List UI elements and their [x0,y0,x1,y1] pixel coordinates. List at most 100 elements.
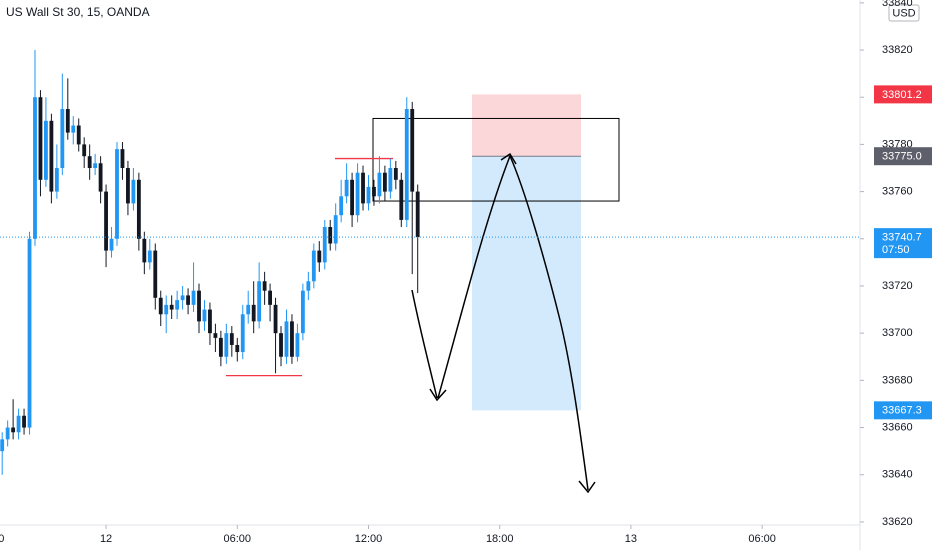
candle-body [120,149,125,168]
candle-body [350,179,355,216]
candle-body [153,250,158,298]
candle-body [377,172,382,197]
x-tick-label: 06:00 [224,533,252,545]
candle-body [333,215,338,244]
drawn-arrow [437,154,589,491]
candle-body [366,186,371,204]
candle-body [16,415,21,433]
candle-body [202,309,207,322]
candle-body [175,300,180,310]
y-tick-label: 33720 [882,280,913,292]
candle-body [87,156,92,168]
candle-body [186,295,190,305]
candle-body [300,290,305,334]
stop-zone [472,94,581,157]
candle-body [404,109,409,220]
candle-body [60,109,65,168]
candle-body [115,149,119,239]
y-tick-label: 33620 [882,516,913,528]
candle-body [251,304,256,322]
price-label: 33775.0 [882,151,922,163]
candle-body [22,415,26,428]
candle-body [339,196,344,216]
candle-body [93,163,98,168]
candle-body [382,172,387,192]
candle-body [147,250,152,263]
candle-body [65,109,70,133]
candle-body [257,281,262,322]
candle-body [82,144,87,157]
candle-body [136,179,141,239]
x-tick-label: 12:00 [355,533,383,545]
candle-body [322,226,327,263]
x-tick-label: 12 [100,533,112,545]
candle-body [268,290,272,305]
candle-body [164,304,169,315]
candle-body [415,191,420,238]
y-tick-label: 33640 [882,469,913,481]
candle-body [311,250,316,282]
candle-body [38,97,43,180]
candle-body [104,191,108,251]
candle-body [213,333,218,338]
candle-body [229,333,234,345]
candle-body [0,439,5,452]
candle-body [142,238,147,263]
candle-body [355,172,360,216]
candle-body [344,179,349,197]
candle-body [180,295,185,301]
candle-body [284,321,289,357]
candle-body [158,297,163,315]
candle-body [76,125,81,145]
candle-body [208,309,212,334]
price-label-box [874,147,932,166]
candle-body [169,304,174,310]
candle-body [372,186,376,197]
target-zone [472,156,581,411]
candle-body [98,163,103,192]
chart-title: US Wall St 30, 15, OANDA [6,5,150,19]
candle-body [109,238,114,251]
y-tick-label: 33700 [882,327,913,339]
drawn-arrow [411,289,438,399]
candle-body [240,314,245,353]
candle-body [218,337,223,357]
x-tick-label: 18:00 [486,533,514,545]
candle-body [361,172,365,204]
price-label-box [874,228,932,259]
candle-body [295,333,300,357]
candle-body [393,168,398,180]
candle-body [328,226,333,244]
y-tick-label: 33840 [882,0,913,9]
price-label: 33740.7 [882,232,922,244]
candle-body [410,109,415,192]
candle-body [5,427,10,440]
price-label: 33667.3 [882,405,922,417]
arrow-head [578,480,596,494]
price-label: 33801.2 [882,89,922,101]
candle-body [54,168,59,192]
candle-body [246,304,251,315]
candle-body [33,97,37,239]
arrow-head [429,388,447,402]
candle-body [126,168,130,204]
candle-body [399,179,404,220]
candle-body [131,179,136,204]
candle-body [235,344,240,353]
price-label-box [874,401,932,420]
candle-body [44,120,48,180]
x-tick-label: 06:00 [748,533,776,545]
candle-body [191,290,196,305]
candle-body [273,304,278,334]
countdown: 07:50 [882,244,910,256]
x-tick-label: :00 [0,533,4,545]
candle-body [317,250,322,263]
arrow-head [500,152,517,165]
candle-body [306,281,311,291]
y-tick-label: 33680 [882,374,913,386]
candle-body [197,290,201,322]
candle-body [71,125,76,133]
y-tick-label: 33660 [882,421,913,433]
